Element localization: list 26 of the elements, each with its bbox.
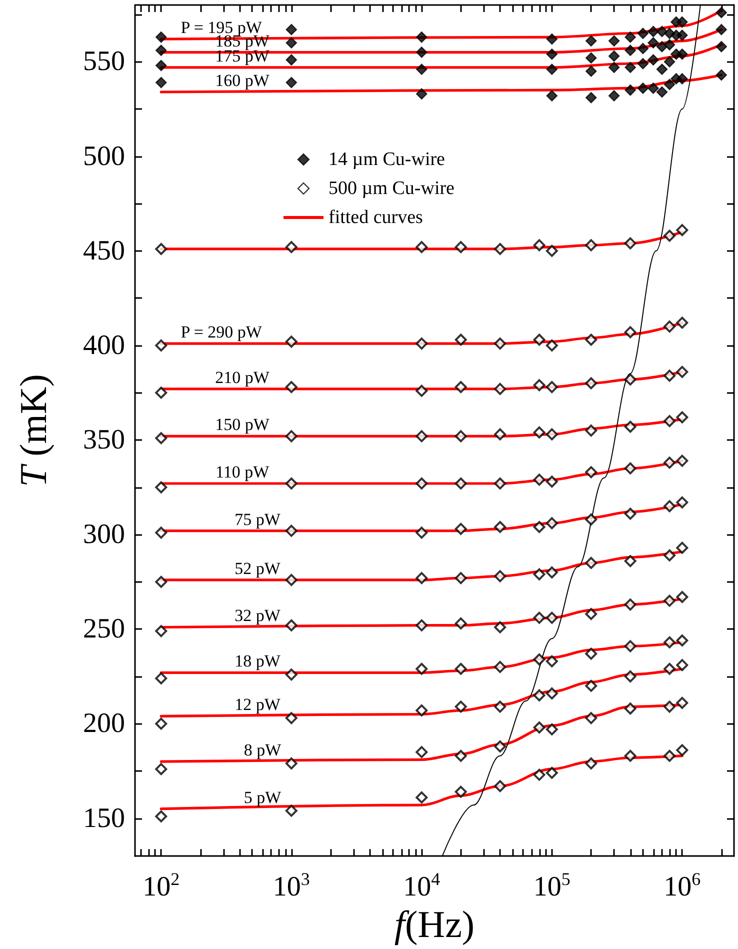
y-tick-label: 500 — [83, 140, 125, 172]
y-axis-title: T (mK) — [13, 374, 55, 488]
y-tick-label: 150 — [83, 802, 125, 834]
annotation: 75 pW — [234, 510, 282, 529]
y-tick-label: 350 — [83, 424, 125, 456]
annotation: 32 pW — [234, 606, 282, 626]
annotation: 150 pW — [215, 415, 270, 434]
y-tick-label: 250 — [83, 614, 125, 645]
annotation: 160 pW — [215, 71, 270, 90]
legend-label: 14 µm Cu-wire — [328, 149, 446, 170]
annotation: 110 pW — [215, 462, 270, 482]
legend-label: 500 µm Cu-wire — [328, 178, 455, 199]
annotation: 52 pW — [234, 558, 282, 578]
legend-label: fitted curves — [328, 207, 423, 228]
annotation: 12 pW — [234, 695, 282, 714]
y-tick-label: 450 — [83, 235, 125, 266]
y-tick-label: 200 — [83, 708, 125, 740]
annotation: 8 pW — [244, 740, 282, 760]
y-tick-label: 400 — [83, 330, 125, 361]
y-tick-label: 550 — [83, 46, 125, 78]
annotation: 5 pW — [244, 788, 282, 807]
x-axis-title: f(Hz) — [394, 904, 475, 946]
annotation: P = 290 pW — [180, 322, 263, 342]
y-tick-label: 300 — [83, 519, 125, 550]
annotation: 18 pW — [234, 652, 282, 671]
annotation: 210 pW — [215, 368, 270, 387]
